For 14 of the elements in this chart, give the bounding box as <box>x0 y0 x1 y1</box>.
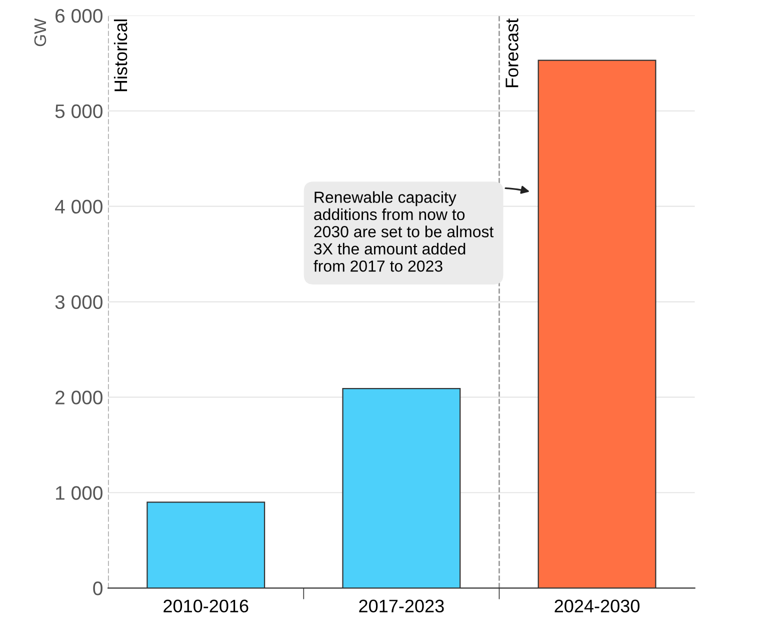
y-axis-title: GW <box>34 18 46 46</box>
ref-line-label: Forecast <box>506 18 518 88</box>
x-tick-label: 2010-2016 <box>164 600 248 612</box>
annotation: Renewable capacity additions from now to 2030 are set to be almost 3X the amount added from 2017 to 2023 <box>314 191 494 272</box>
y-tick-label: 0 <box>93 582 102 596</box>
x-tick-label: 2024-2030 <box>554 600 640 612</box>
ref-line-label: Historical <box>114 20 128 92</box>
y-tick-label: 6 000 <box>56 8 102 23</box>
y-tick-label: 5 000 <box>55 104 102 118</box>
y-tick-label: 1 000 <box>56 486 102 500</box>
x-tick-label: 2017-2023 <box>359 600 444 612</box>
y-tick-label: 4 000 <box>55 200 102 214</box>
y-tick-label: 2 000 <box>56 390 102 404</box>
y-tick-label: 3 000 <box>55 295 102 309</box>
